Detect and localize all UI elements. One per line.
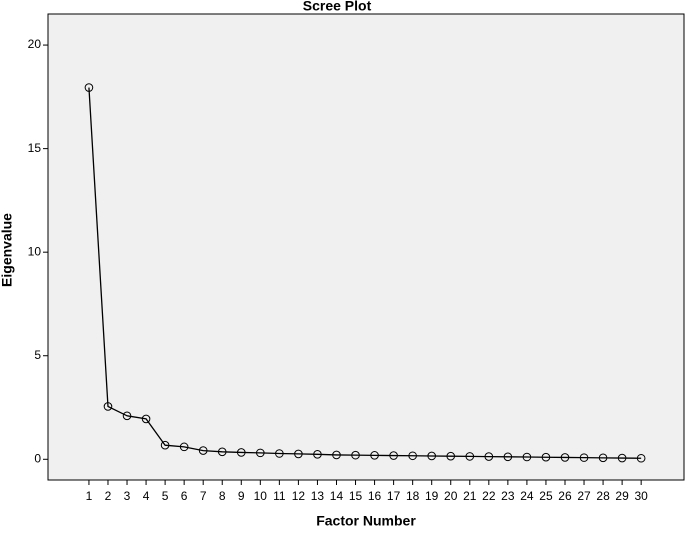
x-tick-label: 11 [273,489,286,503]
x-tick-label: 29 [615,489,629,503]
point [389,451,398,460]
x-tick-label: 12 [292,489,306,503]
x-tick-label: 13 [311,489,325,503]
y-tick-label: 10 [28,244,42,258]
point [332,450,341,460]
x-tick-label: 9 [238,489,245,503]
point [122,411,132,421]
point [141,414,151,424]
chart-title: Scree Plot [303,0,372,14]
point [103,402,113,411]
x-tick-label: 26 [558,489,572,503]
x-tick-label: 15 [349,489,363,503]
x-tick-label: 23 [501,489,515,503]
x-axis-label: Factor Number [316,513,416,529]
x-tick-label: 3 [124,489,131,503]
x-tick-label: 5 [162,489,169,503]
x-tick-label: 17 [387,489,401,503]
point [617,453,627,463]
point [522,452,532,462]
point [351,450,360,460]
point [484,452,494,461]
x-tick-label: 2 [105,489,112,503]
x-tick-label: 28 [596,489,610,503]
y-tick-label: 20 [28,37,42,51]
x-tick-label: 8 [219,489,226,503]
plot-area [47,13,685,481]
y-tick-label: 15 [28,141,42,155]
point [217,447,227,457]
point [465,452,475,461]
point [160,440,170,450]
point [446,451,456,461]
point [560,453,570,462]
point [503,452,513,462]
point [179,442,189,452]
x-tick-label: 1 [86,489,93,503]
x-tick-label: 18 [406,489,420,503]
x-tick-label: 6 [181,489,188,503]
y-tick-label: 5 [34,348,41,362]
y-tick-label: 0 [34,451,41,465]
x-tick-label: 30 [634,489,648,503]
line [88,87,642,459]
x-tick-label: 10 [254,489,268,503]
x-tick-label: 22 [482,489,496,503]
point [84,83,94,92]
point [598,453,608,463]
point [579,453,589,462]
x-tick-label: 20 [444,489,458,503]
point [275,449,284,458]
x-tick-label: 7 [200,489,207,503]
x-tick-label: 24 [520,489,534,503]
x-tick-label: 27 [577,489,591,503]
point [636,453,646,463]
point [256,448,265,458]
point [294,449,303,459]
x-tick-label: 25 [539,489,553,503]
point [236,448,246,457]
point [408,451,417,461]
x-tick-label: 16 [368,489,382,503]
point [541,452,551,462]
point [313,450,322,459]
y-axis-label: Eigenvalue [0,213,15,287]
x-tick-label: 19 [425,489,439,503]
x-tick-label: 21 [463,489,477,503]
point [427,451,436,461]
x-tick-label: 4 [143,489,150,503]
x-tick-label: 14 [330,489,344,503]
point [370,451,379,460]
point [198,446,208,455]
